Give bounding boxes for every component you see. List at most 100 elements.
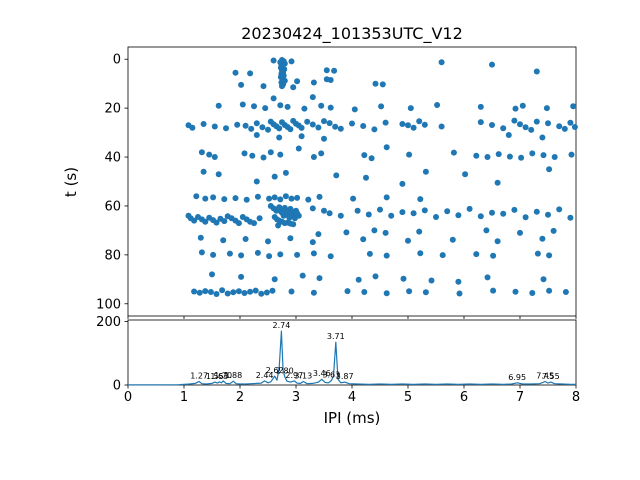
scatter-point [354,207,361,214]
y-tick-label: 60 [104,199,121,214]
scatter-point [540,152,547,159]
scatter-point [196,289,203,296]
scatter-point [417,196,424,203]
scatter-point [241,290,248,296]
scatter-point [247,70,254,77]
scatter-point [473,251,480,258]
scatter-point [251,220,257,227]
scatter-point [539,134,546,141]
scatter-point [333,172,340,179]
scatter-point [256,215,263,222]
scatter-point [209,271,215,278]
scatter-point [533,68,540,75]
scatter-point [321,207,327,214]
scatter-point [512,288,519,295]
scatter-point [276,125,283,132]
scatter-point [360,123,367,129]
scatter-point [355,276,362,283]
scatter-point [406,288,413,295]
scatter-point [546,287,553,294]
scatter-point [529,290,536,296]
scatter-point [253,132,260,138]
scatter-point [422,168,429,175]
scatter-point [383,144,390,151]
scatter-point [315,124,322,131]
scatter-point [360,236,367,243]
scatter-point [337,212,344,219]
scatter-point [234,121,241,128]
scatter-point [545,211,551,218]
scatter-point [191,288,198,295]
scatter-point [288,288,295,295]
scatter-point [294,194,301,201]
peak-annotation: 1.63 [210,372,228,381]
y-tick-label: 0 [113,53,121,68]
scatter-point [500,210,507,217]
scatter-point [310,79,317,86]
scatter-point [294,78,301,85]
scatter-point [438,123,445,130]
x-axis-label: IPI (ms) [323,409,381,427]
scatter-point [251,103,257,110]
scatter-point [305,196,312,203]
scatter-point [522,214,529,221]
scatter-point [235,288,242,295]
scatter-point [326,210,333,217]
peak-annotation: 2.74 [272,321,290,330]
scatter-point [288,195,295,202]
scatter-point [383,290,390,297]
scatter-point [379,81,386,88]
scatter-point [301,105,308,112]
scatter-point [288,58,295,65]
y-tick-label: 0 [113,379,121,394]
scatter-point [221,218,228,225]
scatter-point [202,218,209,225]
scatter-point [332,123,339,130]
scatter-point [546,252,553,259]
scatter-point [377,206,383,213]
scatter-point [262,105,269,112]
scatter-point [290,84,297,91]
scatter-point [466,205,473,212]
scatter-point [219,287,226,294]
scatter-point [388,212,395,219]
scatter-point [406,151,413,158]
scatter-point [266,253,273,260]
peak-annotation: 1.55 [206,372,224,381]
scatter-point [477,119,484,126]
top-axes-frame [127,46,577,317]
x-tick-label: 7 [516,390,524,405]
scatter-point [533,118,540,125]
scatter-point [321,135,327,142]
scatter-point [290,221,297,228]
scatter-point [202,288,209,295]
peak-annotation: 6.95 [508,373,526,382]
peak-annotation: 1.27 [190,372,208,381]
scatter-point [242,236,249,242]
scatter-point [477,213,484,220]
scatter-point [562,289,569,295]
scatter-point [361,152,368,159]
scatter-point [247,288,254,295]
scatter-point [299,272,306,279]
scatter-point [473,152,480,159]
scatter-point [372,80,379,87]
scatter-point [189,124,196,131]
scatter-point [421,207,428,214]
scatter-point [249,152,256,159]
scatter-point [489,61,495,68]
scatter-point [571,124,578,130]
scatter-point [534,250,541,257]
scatter-point [568,151,575,158]
scatter-point [323,67,330,74]
scatter-point [287,126,294,133]
figure-title: 20230424_101353UTC_V12 [241,24,463,43]
scatter-point [327,253,334,260]
scatter-point [344,288,351,295]
scatter-point [295,145,302,152]
scatter-point [382,119,389,126]
scatter-point [258,290,265,297]
scatter-point [433,214,439,220]
scatter-point [540,276,547,283]
scatter-point [519,102,526,109]
